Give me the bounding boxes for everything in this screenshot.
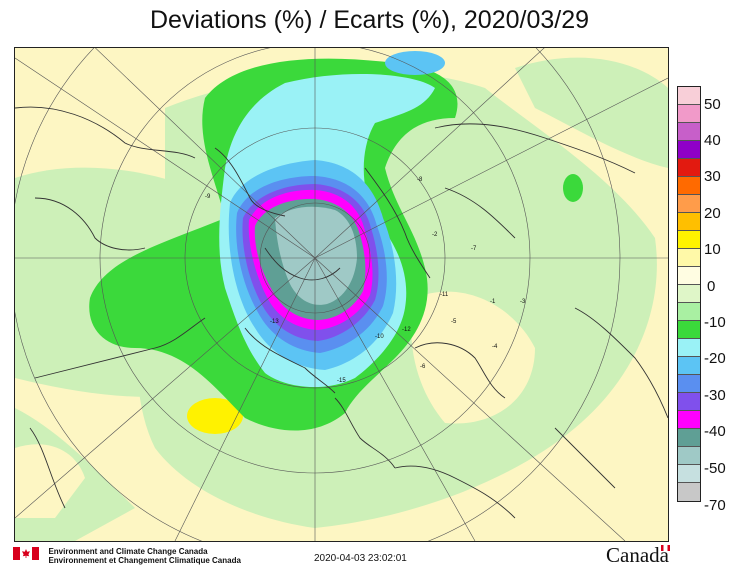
- legend-label: 40: [704, 132, 721, 149]
- legend-swatch: [678, 267, 700, 285]
- blue-anomaly-cell: [385, 51, 445, 75]
- coastlines: [15, 106, 668, 519]
- green-anomaly-cell: [563, 174, 583, 202]
- legend-swatch: [678, 195, 700, 213]
- legend-swatch: [678, 141, 700, 159]
- station-label: -4: [492, 344, 498, 350]
- color-scale-legend: [677, 86, 701, 502]
- pale-teal-anomaly-core: [275, 206, 357, 305]
- legend-swatch: [678, 285, 700, 303]
- legend-swatch: [678, 213, 700, 231]
- legend-swatch: [678, 249, 700, 267]
- legend-swatch: [678, 393, 700, 411]
- legend-swatch: [678, 339, 700, 357]
- legend-swatch: [678, 447, 700, 465]
- department-name-fr: Environnement et Changement Climatique C…: [48, 556, 241, 565]
- legend-label: -50: [704, 460, 726, 477]
- legend-swatch: [678, 465, 700, 483]
- legend-label: 20: [704, 205, 721, 222]
- station-label: -2: [432, 232, 438, 238]
- neutral-patches: [15, 291, 615, 541]
- generation-timestamp: 2020-04-03 23:02:01: [314, 553, 407, 564]
- legend-label: -30: [704, 387, 726, 404]
- legend-label: 50: [704, 96, 721, 113]
- station-label: -8: [417, 177, 423, 183]
- legend-label: -40: [704, 423, 726, 440]
- station-label: -15: [337, 378, 346, 384]
- station-label: -13: [270, 319, 279, 325]
- station-label: -1: [490, 299, 496, 305]
- department-signature: Environment and Climate Change Canada En…: [13, 547, 241, 565]
- legend-label: 0: [707, 278, 716, 295]
- ozone-deviation-map: -15 -12 -10 -11 -5 -7 -3 -1 -2 -8 -6 -9 …: [14, 47, 669, 542]
- legend-swatch: [678, 303, 700, 321]
- station-label: -9: [205, 194, 211, 200]
- legend-swatch: [678, 123, 700, 141]
- legend-swatch: [678, 105, 700, 123]
- legend-swatch: [678, 159, 700, 177]
- map-graticule: [15, 48, 668, 541]
- canada-flag-icon: [13, 547, 39, 560]
- legend-swatch: [678, 177, 700, 195]
- legend-label: -70: [704, 497, 726, 514]
- station-labels: -15 -12 -10 -11 -5 -7 -3 -1 -2 -8 -6 -9 …: [205, 177, 526, 384]
- department-name-en: Environment and Climate Change Canada: [48, 547, 208, 556]
- station-label: -3: [520, 299, 526, 305]
- legend-label: 10: [704, 241, 721, 258]
- legend-swatch: [678, 357, 700, 375]
- positive-anomaly-cell: [187, 398, 243, 434]
- chart-title: Deviations (%) / Ecarts (%), 2020/03/29: [149, 6, 590, 34]
- legend-swatch: [678, 483, 700, 501]
- legend-swatch: [678, 321, 700, 339]
- legend-swatch: [678, 411, 700, 429]
- station-label: -11: [440, 292, 449, 298]
- station-label: -12: [402, 327, 411, 333]
- legend-label: 30: [704, 168, 721, 185]
- wordmark-flag-icon: [661, 545, 670, 551]
- station-label: -10: [375, 334, 384, 340]
- station-label: -6: [420, 364, 426, 370]
- station-label: -5: [451, 319, 457, 325]
- station-label: -7: [471, 246, 477, 252]
- legend-swatch: [678, 375, 700, 393]
- canada-wordmark: Canada: [606, 543, 669, 567]
- legend-swatch: [678, 231, 700, 249]
- legend-swatch: [678, 429, 700, 447]
- legend-swatch: [678, 87, 700, 105]
- legend-label: -10: [704, 314, 726, 331]
- polar-projection-map: -15 -12 -10 -11 -5 -7 -3 -1 -2 -8 -6 -9 …: [15, 48, 668, 541]
- legend-label: -20: [704, 350, 726, 367]
